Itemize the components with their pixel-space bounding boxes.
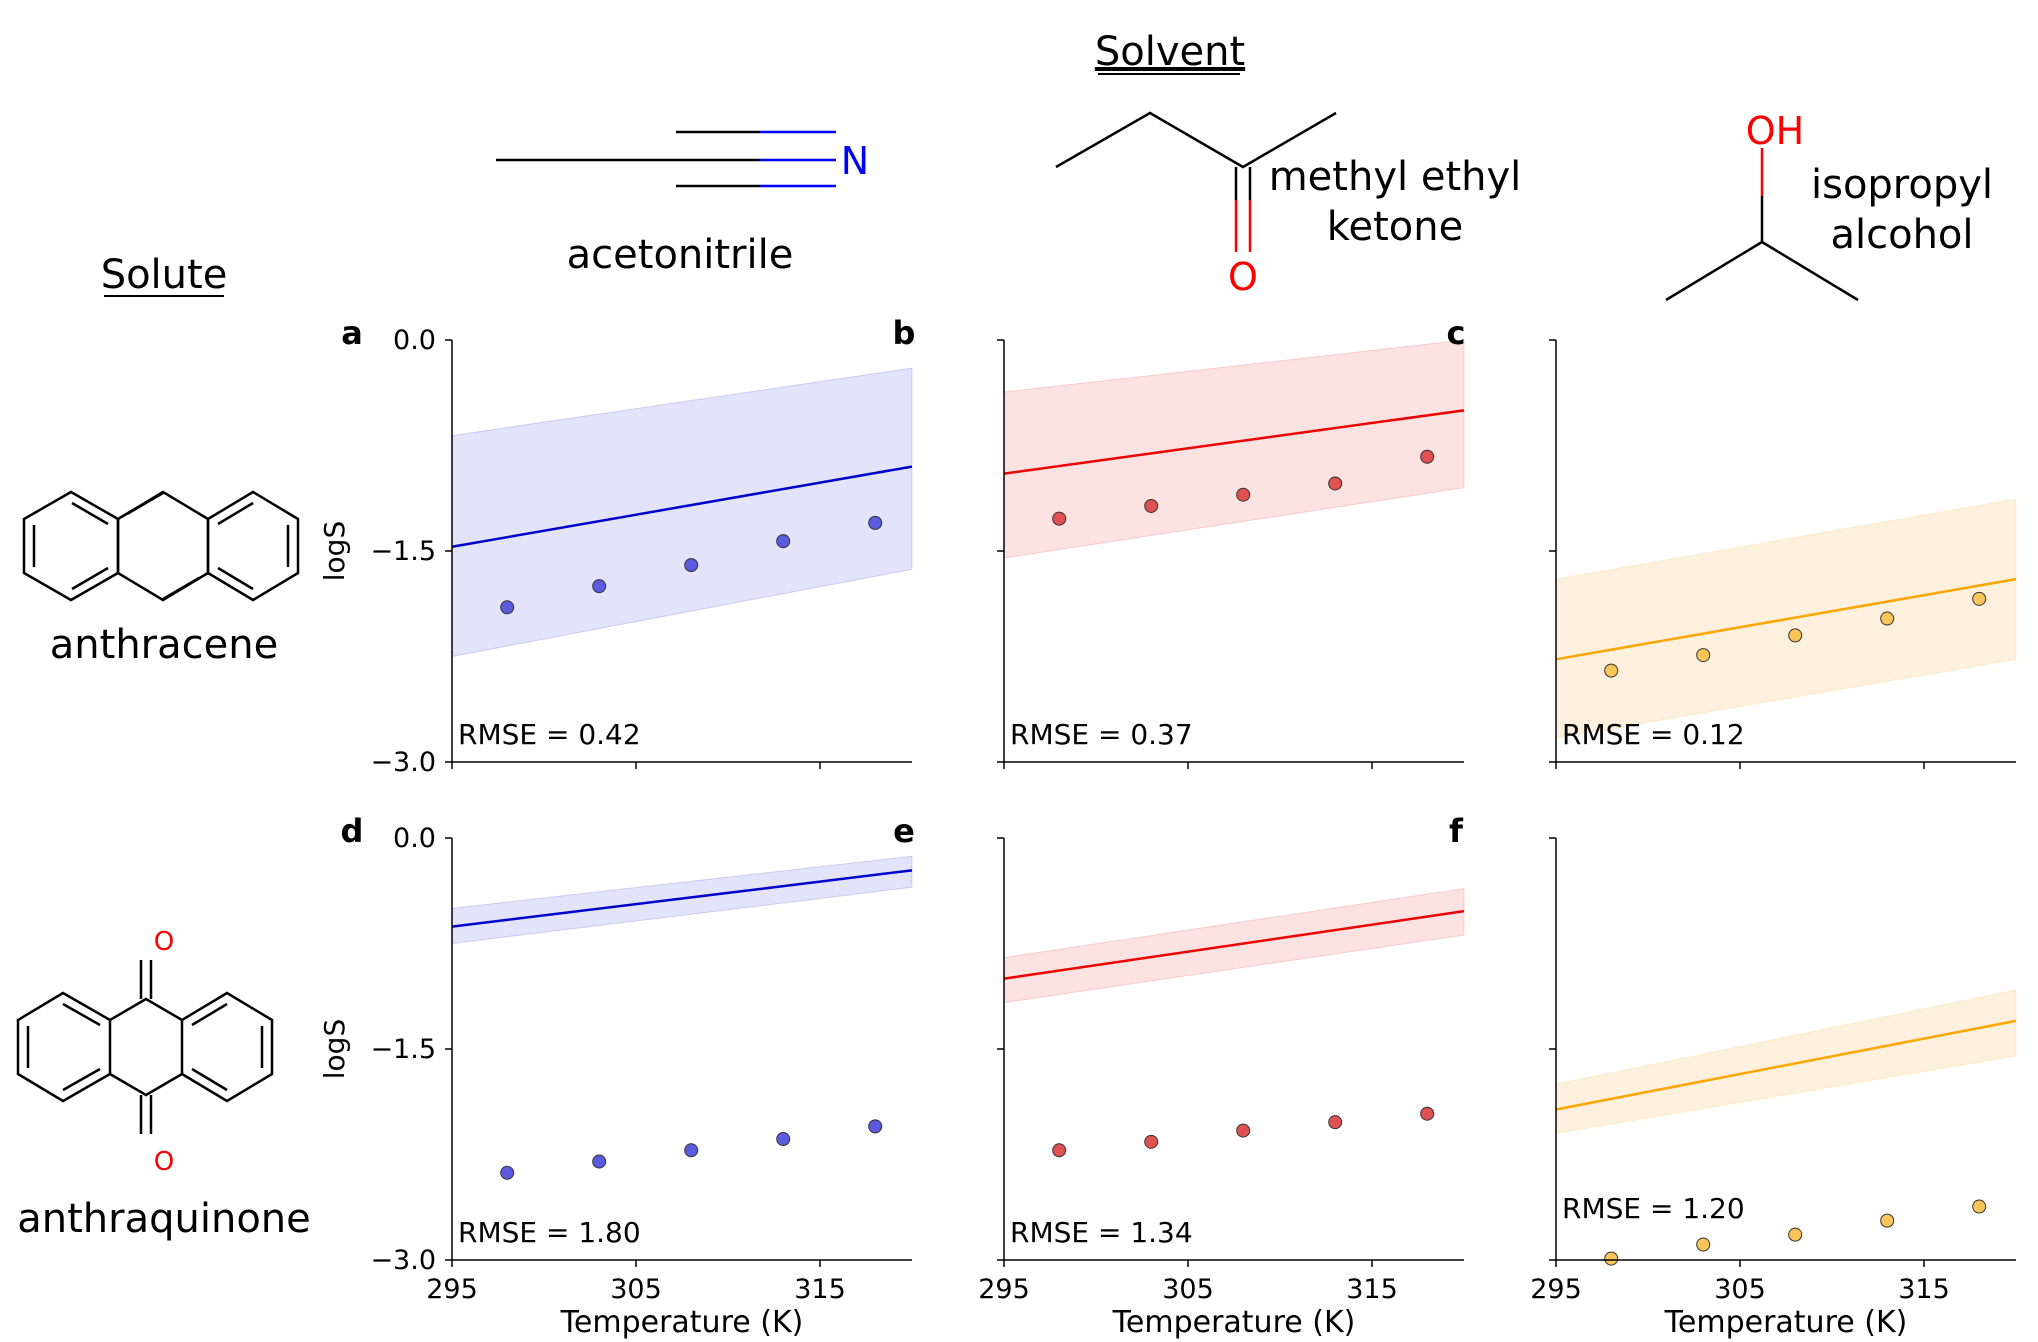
prediction-line (1003, 909, 1465, 980)
rmse-annotation: RMSE = 1.34 (1010, 1216, 1193, 1249)
panel-letter: f (1449, 812, 1464, 850)
panel-letter: a (341, 314, 363, 352)
x-tick-label: 315 (1898, 1274, 1950, 1305)
rmse-annotation: RMSE = 0.42 (458, 718, 641, 751)
prediction-line (1555, 1019, 2017, 1111)
rmse-annotation: RMSE = 1.80 (458, 1216, 641, 1249)
uncertainty-band (451, 367, 913, 658)
acetonitrile-atom-label: N (841, 139, 869, 183)
data-point (1880, 611, 1895, 626)
methyl-ethyl-ketone-label-line1: methyl ethyl (1269, 154, 1522, 200)
data-point (684, 1143, 699, 1158)
rmse-annotation: RMSE = 1.20 (1562, 1192, 1745, 1225)
acetonitrile-structure: N (496, 130, 869, 188)
prediction-line (1003, 409, 1465, 475)
data-point (592, 579, 607, 594)
anthracene-label: anthracene (50, 622, 278, 668)
y-tick-label: −1.5 (370, 536, 436, 567)
methyl-ethyl-ketone-label-line2: ketone (1327, 204, 1463, 250)
data-point (1604, 663, 1619, 678)
data-point (776, 1132, 791, 1147)
x-tick-label: 295 (1530, 1274, 1582, 1305)
x-tick-label: 315 (1346, 1274, 1398, 1305)
anthraquinone-oxygen-bottom: O (154, 1147, 174, 1177)
rmse-annotation: RMSE = 0.12 (1562, 718, 1745, 751)
x-axis-label: Temperature (K) (1112, 1305, 1356, 1340)
data-point (1696, 1237, 1711, 1252)
hydroxyl-label: OH (1746, 109, 1804, 153)
prediction-line (451, 869, 913, 928)
panel-letter: b (893, 314, 916, 352)
data-point (1144, 498, 1159, 513)
x-tick-label: 305 (1714, 1274, 1766, 1305)
data-point (684, 558, 699, 573)
panel-letter: e (893, 812, 915, 850)
methyl-ethyl-ketone-structure: O (1055, 111, 1337, 299)
panel-letter: c (1447, 314, 1466, 352)
x-axis-label: Temperature (K) (1664, 1305, 1908, 1340)
x-tick-label: 295 (426, 1274, 478, 1305)
y-tick-label: −1.5 (370, 1034, 436, 1065)
x-axis-label: Temperature (K) (560, 1305, 804, 1340)
data-point (1052, 511, 1067, 526)
prediction-line (451, 465, 913, 549)
prediction-line (1555, 577, 2017, 661)
data-point (500, 1165, 515, 1180)
data-point (1972, 591, 1987, 606)
rmse-annotation: RMSE = 0.37 (1010, 718, 1193, 751)
data-point (868, 515, 883, 530)
data-point (1144, 1134, 1159, 1149)
uncertainty-band (451, 855, 913, 945)
y-tick-label: 0.0 (393, 325, 436, 356)
ketone-oxygen-label: O (1228, 255, 1258, 299)
data-point (1328, 1115, 1343, 1130)
data-point (1328, 476, 1343, 491)
anthracene-structure (22, 490, 300, 602)
panel-a: 0.0 −1.5 −3.0 logS a RMSE = 0.42 (318, 314, 913, 778)
data-point (1236, 1123, 1251, 1138)
panel-letter: d (341, 812, 364, 850)
data-point (1788, 628, 1803, 643)
anthraquinone-structure (16, 960, 274, 1134)
y-axis-label: logS (318, 521, 351, 581)
data-point (1972, 1199, 1987, 1214)
x-tick-label: 295 (978, 1274, 1030, 1305)
x-tick-label: 315 (794, 1274, 846, 1305)
x-tick-label: 305 (610, 1274, 662, 1305)
isopropyl-alcohol-label-line1: isopropyl (1811, 162, 1993, 208)
data-point (1052, 1143, 1067, 1158)
data-point (1880, 1213, 1895, 1228)
anthraquinone-label: anthraquinone (17, 1196, 311, 1242)
data-point (1788, 1227, 1803, 1242)
x-tick-label: 305 (1162, 1274, 1214, 1305)
solvent-header: Solvent (1095, 29, 1245, 75)
data-point (592, 1154, 607, 1169)
y-tick-label: −3.0 (370, 747, 436, 778)
y-tick-label: 0.0 (393, 823, 436, 854)
anthraquinone-oxygen-top: O (154, 927, 174, 957)
isopropyl-alcohol-label-line2: alcohol (1830, 212, 1973, 258)
y-tick-label: −3.0 (370, 1245, 436, 1276)
data-point (868, 1119, 883, 1134)
uncertainty-band (1555, 989, 2017, 1134)
data-point (1420, 1106, 1435, 1121)
data-point (1236, 487, 1251, 502)
data-point (1696, 648, 1711, 663)
data-point (1420, 449, 1435, 464)
uncertainty-band (1003, 339, 1465, 559)
solute-header: Solute (101, 252, 228, 298)
acetonitrile-label: acetonitrile (567, 232, 794, 278)
isopropyl-alcohol-structure: OH (1665, 109, 1859, 302)
data-point (1604, 1251, 1619, 1266)
data-point (500, 600, 515, 615)
y-axis-label: logS (318, 1019, 351, 1079)
panel-b: b RMSE = 0.37 (893, 314, 1465, 769)
panel-c: c RMSE = 0.12 (1447, 314, 2017, 769)
data-point (776, 534, 791, 549)
